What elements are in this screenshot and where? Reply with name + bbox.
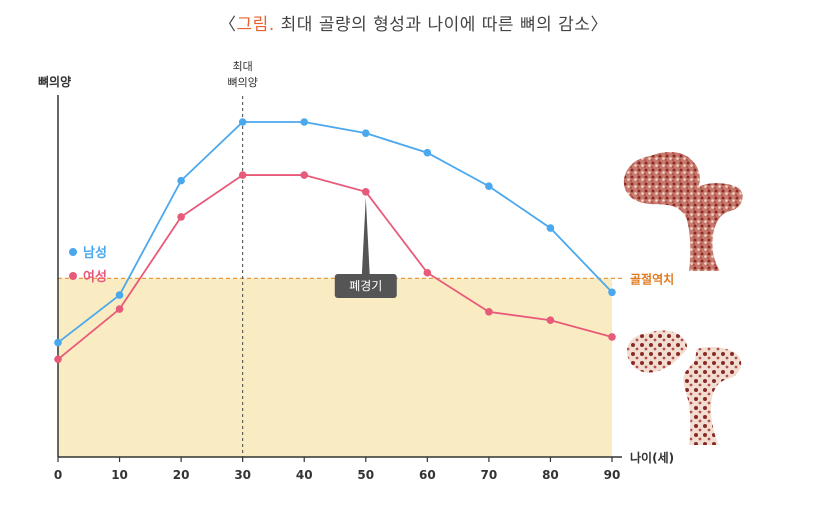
data-point — [608, 333, 616, 341]
x-axis-label: 나이(세) — [630, 450, 674, 465]
title-bracket-close: 〉 — [590, 15, 608, 35]
menopause-callout-label: 폐경기 — [349, 279, 382, 293]
x-tick-label: 70 — [481, 468, 498, 482]
x-tick-label: 60 — [419, 468, 436, 482]
peak-bone-mass-label-line1: 최대 — [233, 60, 253, 73]
x-tick-label: 10 — [111, 468, 128, 482]
data-point — [546, 224, 555, 232]
x-tick-label: 40 — [296, 468, 313, 482]
data-point — [300, 171, 309, 179]
data-point — [485, 182, 493, 191]
data-point — [546, 316, 555, 325]
x-tick-label: 20 — [173, 468, 190, 482]
data-point — [115, 291, 124, 299]
fractured-femur-illustration — [624, 328, 744, 447]
data-point — [238, 118, 247, 126]
x-tick-label: 0 — [54, 468, 62, 482]
x-tick-label: 30 — [234, 468, 251, 482]
legend-label-male: 남성 — [83, 245, 107, 261]
data-point — [361, 129, 370, 137]
data-point — [608, 288, 616, 297]
title-highlight: 그림. — [236, 15, 275, 35]
x-tick-label: 50 — [357, 468, 374, 482]
peak-bone-mass-label-line2: 뼈의양 — [227, 76, 257, 89]
data-point — [54, 338, 62, 347]
menopause-callout-pointer — [361, 197, 370, 276]
y-axis-label: 뼈의양 — [38, 74, 71, 89]
title-bracket-open: 〈 — [219, 15, 237, 35]
legend-marker-female — [69, 272, 77, 280]
data-point — [54, 355, 62, 364]
data-point — [300, 118, 309, 126]
data-point — [177, 213, 185, 221]
legend: 남성 여성 — [69, 245, 107, 285]
x-tick-label: 90 — [604, 468, 621, 482]
series-group — [54, 118, 616, 364]
fracture-threshold-zone — [58, 278, 612, 457]
chart-title: 〈그림. 최대 골량의 형성과 나이에 따른 뼈의 감소〉 — [0, 10, 827, 35]
data-point — [423, 268, 432, 277]
x-tick-group: 0 10 20 30 40 50 60 70 80 90 — [54, 457, 621, 482]
healthy-femur-illustration — [621, 149, 745, 273]
legend-label-female: 여성 — [83, 269, 107, 285]
data-point — [361, 187, 370, 196]
title-text: 최대 골량의 형성과 나이에 따른 뼈의 감소 — [274, 15, 591, 35]
data-point — [238, 171, 247, 179]
series-line-male — [57, 121, 613, 344]
data-point — [177, 176, 185, 185]
x-tick-label: 80 — [542, 468, 559, 482]
data-point — [115, 305, 124, 313]
menopause-callout-box — [334, 274, 397, 298]
data-point — [485, 308, 493, 316]
series-line-female — [57, 174, 613, 360]
legend-marker-male — [69, 248, 77, 256]
data-point — [423, 148, 432, 157]
fracture-threshold-label: 골절역치 — [630, 271, 674, 286]
